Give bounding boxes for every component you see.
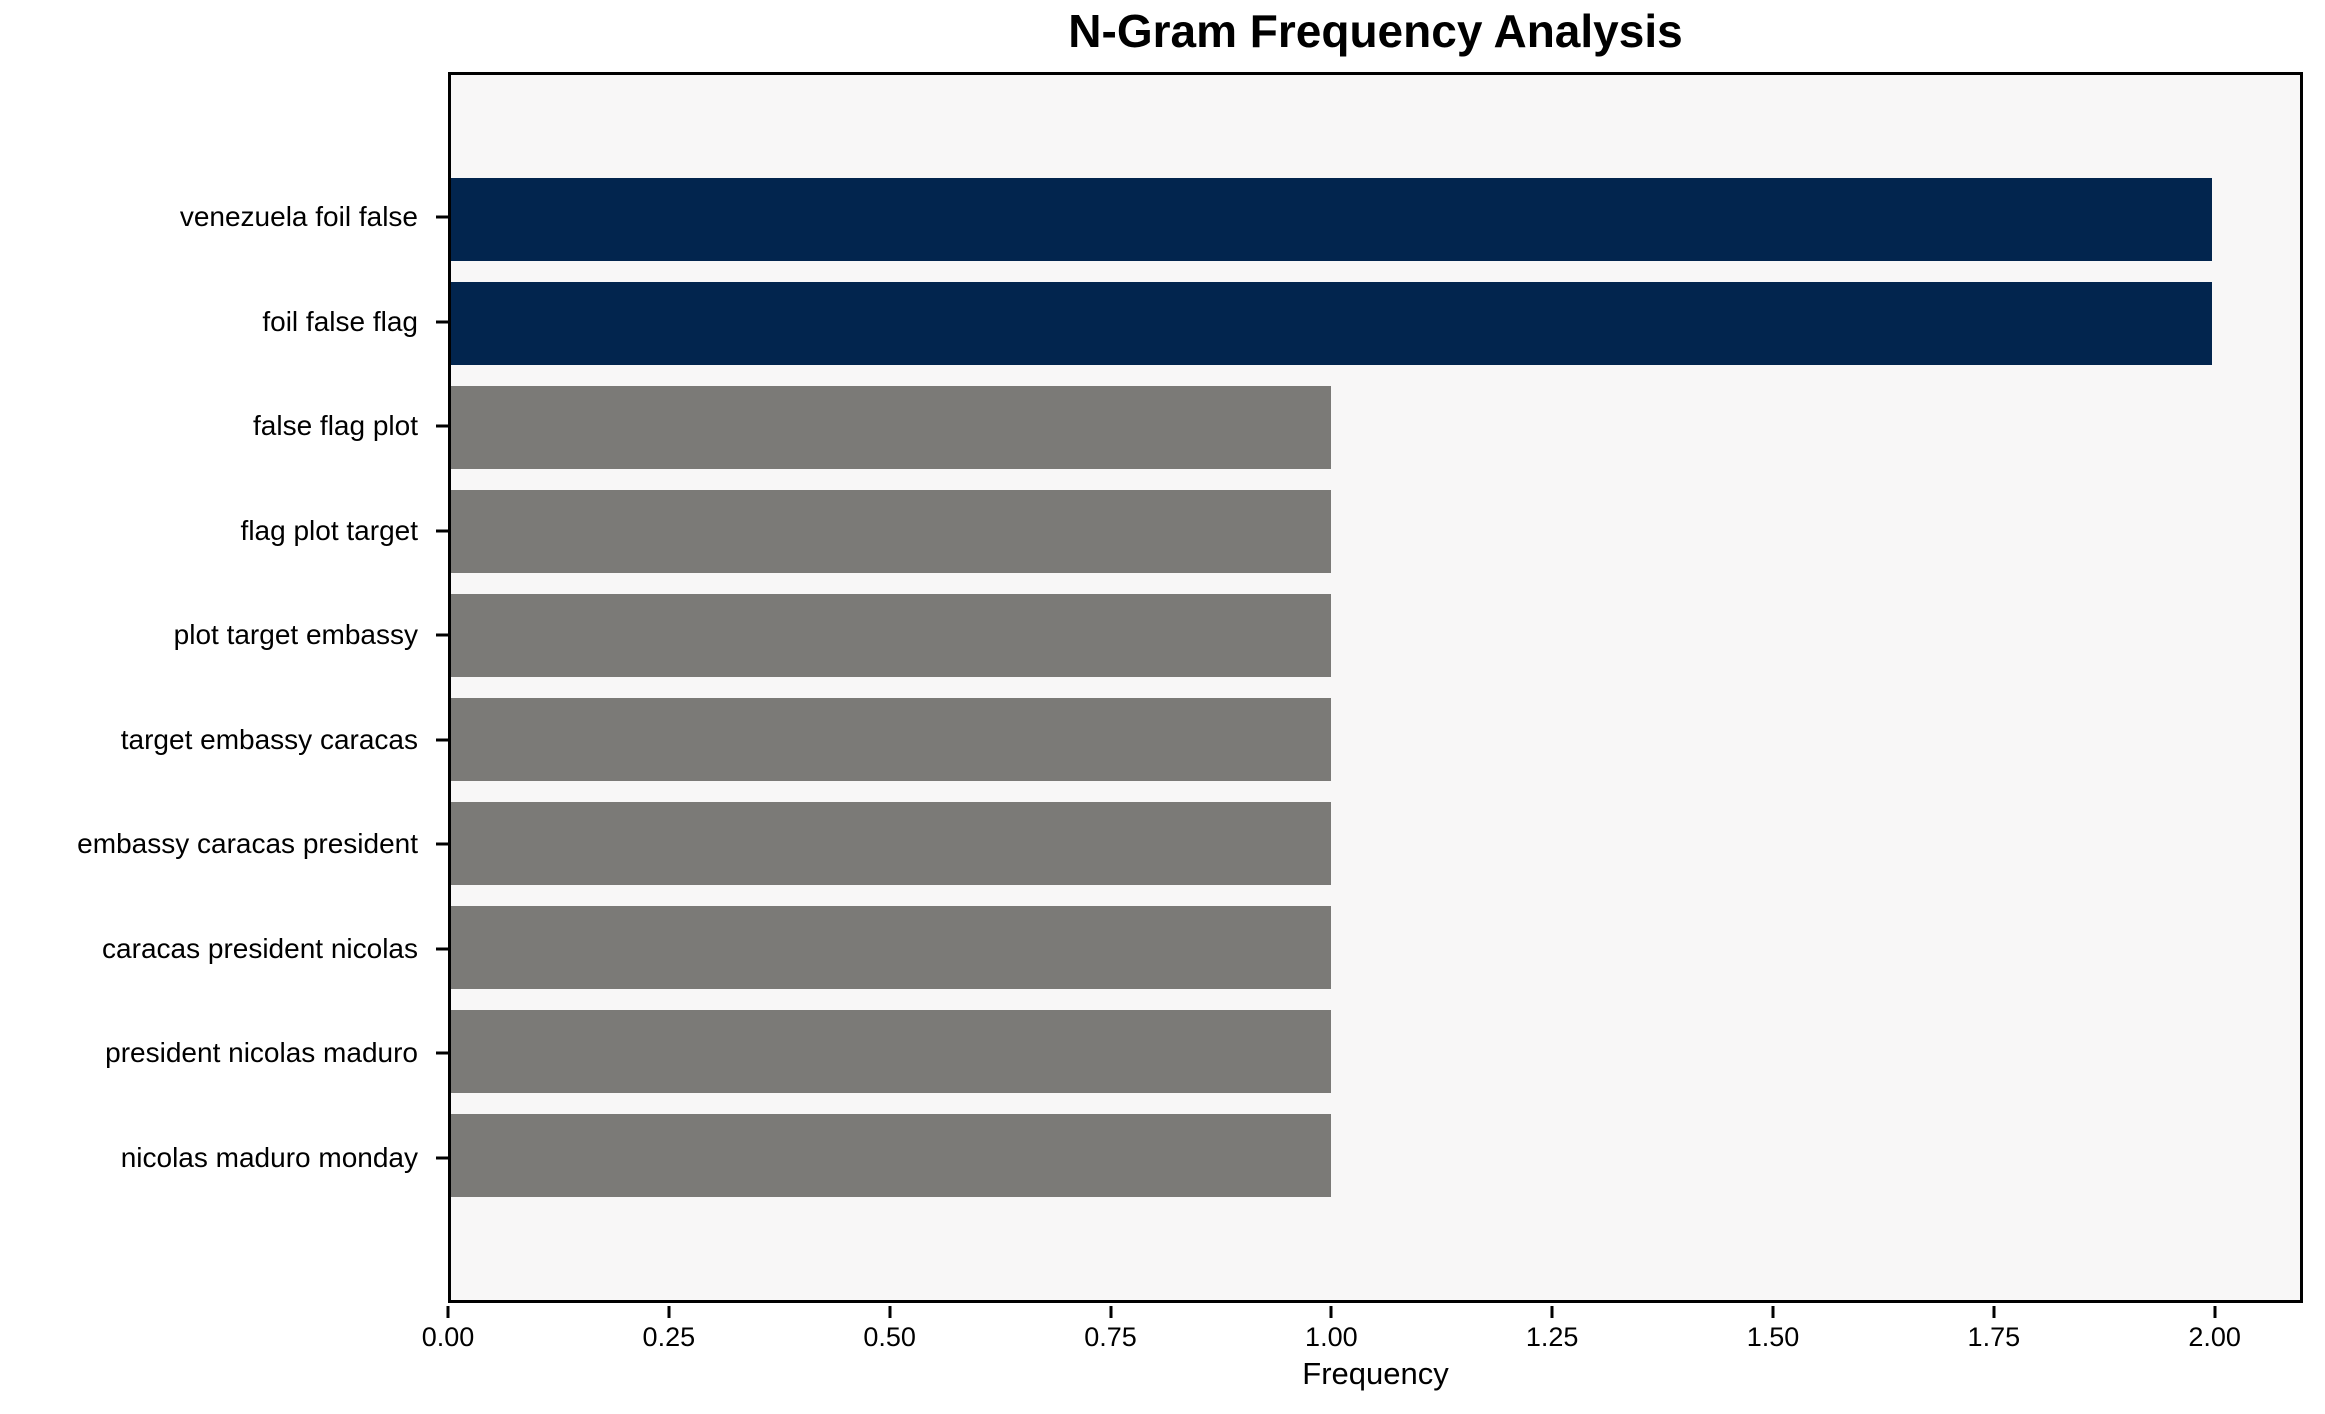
bar [451, 1113, 1332, 1198]
x-tick-label: 1.50 [1746, 1322, 1800, 1352]
x-tick-mark [888, 1306, 892, 1318]
y-tick-label: flag plot target [240, 514, 418, 546]
y-tick-label: caracas president nicolas [102, 932, 418, 964]
bar [451, 1009, 1332, 1094]
chart-title: N-Gram Frequency Analysis [1068, 5, 1683, 57]
x-tick-mark [1109, 1306, 1112, 1318]
x-tick-mark [1771, 1306, 1775, 1318]
y-tick-label: plot target embassy [173, 619, 418, 651]
y-tick-mark [436, 320, 448, 324]
y-tick-mark [436, 633, 448, 637]
bar [451, 697, 1332, 782]
x-tick-label: 0.00 [421, 1322, 475, 1352]
x-tick-label: 1.25 [1525, 1322, 1579, 1352]
x-axis-ticks: 0.00 0.25 0.50 0.75 1.00 1.25 1.50 1.75 2.00 [422, 1306, 2303, 1406]
y-tick-mark [436, 842, 448, 846]
x-tick-mark [2213, 1306, 2217, 1318]
y-tick-label: false flag plot [253, 410, 418, 442]
x-tick-label: 0.50 [863, 1322, 916, 1352]
x-tick-label: 0.75 [1084, 1322, 1137, 1352]
bar [451, 489, 1332, 574]
y-tick-mark [436, 215, 448, 219]
bar [451, 385, 1332, 470]
bar [451, 177, 2212, 262]
y-tick-label: nicolas maduro monday [120, 1141, 418, 1173]
y-tick-label: target embassy caracas [120, 723, 418, 755]
bars-container [451, 75, 2300, 1300]
y-tick-label: foil false flag [262, 305, 418, 337]
y-tick-mark [436, 1051, 448, 1055]
bar [451, 593, 1332, 678]
x-tick-label: 1.75 [1967, 1322, 2021, 1352]
bar [451, 281, 2212, 366]
y-axis-labels: venezuela foil false foil false flag false… [0, 72, 448, 1303]
y-tick-mark [436, 1156, 448, 1160]
bar [451, 905, 1332, 990]
x-tick-mark [1550, 1306, 1554, 1318]
x-axis-label: Frequency [1302, 1356, 1449, 1391]
y-tick-mark [436, 738, 448, 742]
x-tick-label: 2.00 [2188, 1322, 2241, 1352]
y-tick-mark [436, 947, 448, 951]
y-tick-label: venezuela foil false [179, 201, 418, 233]
bar [451, 801, 1332, 886]
x-tick-label: 0.25 [642, 1322, 696, 1352]
x-tick-mark [446, 1306, 450, 1318]
x-tick-mark [667, 1306, 671, 1318]
x-tick-label: 1.00 [1305, 1322, 1358, 1352]
y-tick-label: embassy caracas president [77, 828, 418, 860]
plot-area [448, 72, 2303, 1303]
x-tick-mark [1992, 1306, 1996, 1318]
x-tick-mark [1329, 1306, 1333, 1318]
y-tick-label: president nicolas maduro [105, 1037, 418, 1069]
y-tick-mark [436, 424, 448, 428]
y-tick-mark [436, 529, 448, 533]
